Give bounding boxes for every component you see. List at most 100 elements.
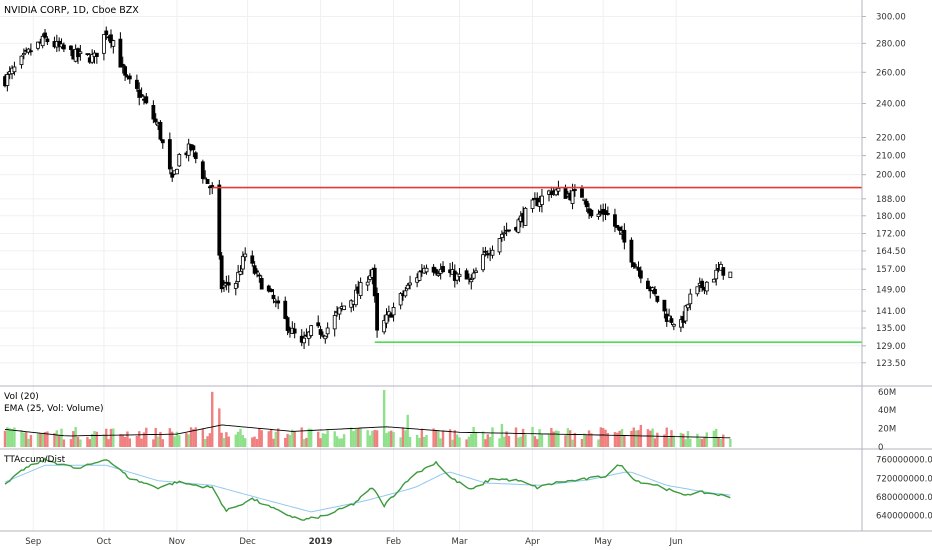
candle-body [151, 105, 156, 120]
volume-bar [338, 438, 341, 447]
volume-bar [218, 408, 221, 447]
volume-bar [255, 439, 259, 447]
candle-body [236, 271, 241, 282]
candle-body [255, 270, 259, 273]
volume-bar [368, 435, 372, 447]
candle-body [530, 199, 535, 209]
candle-body [271, 294, 276, 300]
candle-body [29, 50, 33, 53]
date-tick-label: Sep [25, 537, 41, 547]
volume-bar [415, 434, 419, 447]
volume-bar [557, 430, 560, 447]
price-tick-label: 240.00 [876, 100, 906, 110]
volume-bar [470, 433, 473, 447]
volume-bar [69, 439, 73, 447]
candle-body [285, 317, 290, 331]
candle-body [269, 289, 274, 292]
volume-bar [93, 430, 96, 447]
candle-body [441, 266, 445, 273]
candle-body [120, 63, 125, 67]
candle-body [671, 323, 676, 327]
volume-bar [107, 439, 110, 447]
volume-bar [342, 434, 346, 447]
candle-body [170, 172, 175, 178]
volume-bar [566, 428, 570, 447]
volume-panel: Vol (20) EMA (25, Vol: Volume) [3, 390, 732, 447]
volume-bar [448, 429, 452, 447]
indicator-panel: TTAccum/Dist [3, 455, 731, 521]
candle-body [200, 161, 205, 179]
candle-body [233, 283, 238, 289]
volume-bar [401, 428, 405, 447]
price-panel: NVIDIA CORP, 1D, Cboe BZX [3, 5, 862, 350]
volume-bar [500, 424, 504, 447]
volume-bar [206, 436, 209, 447]
volume-bar [340, 438, 343, 447]
volume-bar [571, 439, 574, 447]
volume-bar [491, 427, 494, 447]
volume-bar [60, 428, 63, 447]
indicator-tick-label: 760000000.00 [876, 456, 932, 466]
candle-body [160, 139, 165, 144]
candle-body [259, 278, 264, 290]
volume-bar [53, 433, 56, 447]
candle-body [375, 293, 379, 331]
volume-bar [333, 431, 336, 447]
volume-bar [102, 434, 106, 447]
candle-body [471, 272, 476, 279]
candle-body [191, 145, 196, 151]
volume-bar [467, 436, 471, 447]
volume-bar [524, 434, 527, 447]
volume-bar [672, 435, 676, 447]
candle-body [111, 40, 116, 47]
candle-body [405, 284, 410, 290]
volume-bar [41, 433, 44, 447]
ema-label: EMA (25, Vol: Volume) [4, 404, 104, 414]
volume-bar [406, 414, 409, 447]
volume-bar [269, 428, 273, 447]
candle-body [391, 307, 396, 316]
price-tick-label: 220.00 [876, 133, 906, 143]
volume-bar [8, 428, 11, 447]
candle-body [257, 274, 262, 277]
volume-bar [236, 431, 240, 447]
volume-bar [20, 430, 23, 447]
candle-body [175, 168, 179, 175]
candle-body [688, 293, 693, 305]
candle-body [683, 305, 688, 322]
candle-body [318, 329, 323, 335]
candle-body [5, 74, 10, 86]
volume-bar [302, 439, 306, 447]
candle-body [332, 315, 337, 330]
candle-body [167, 139, 172, 170]
volume-bar [72, 431, 75, 447]
candle-body [342, 305, 347, 310]
candle-body [382, 320, 387, 333]
candle-body [61, 44, 66, 50]
candle-body [457, 273, 462, 277]
candle-body [516, 219, 521, 233]
volume-bar [387, 431, 391, 447]
candle-body [222, 284, 226, 288]
candle-body [669, 318, 674, 323]
volume-bar [552, 431, 555, 447]
volume-bar [288, 434, 292, 447]
date-tick-label: May [594, 537, 612, 547]
volume-bar [550, 427, 553, 447]
volume-bar [382, 390, 386, 447]
volume-bar [366, 430, 369, 447]
volume-bar [503, 436, 506, 447]
candle-body [596, 213, 601, 217]
candle-body [615, 224, 620, 228]
volume-bar [599, 427, 603, 447]
volume-bar [519, 436, 522, 447]
volume-bar [138, 431, 141, 447]
volume-tick-label: 60M [878, 388, 896, 398]
volume-bar [175, 431, 179, 447]
candle-body [580, 188, 584, 198]
volume-bar [227, 436, 230, 447]
indicator-label: TTAccum/Dist [3, 455, 66, 465]
volume-bar [700, 439, 704, 447]
volume-bar [222, 438, 226, 447]
candle-body [603, 210, 608, 215]
